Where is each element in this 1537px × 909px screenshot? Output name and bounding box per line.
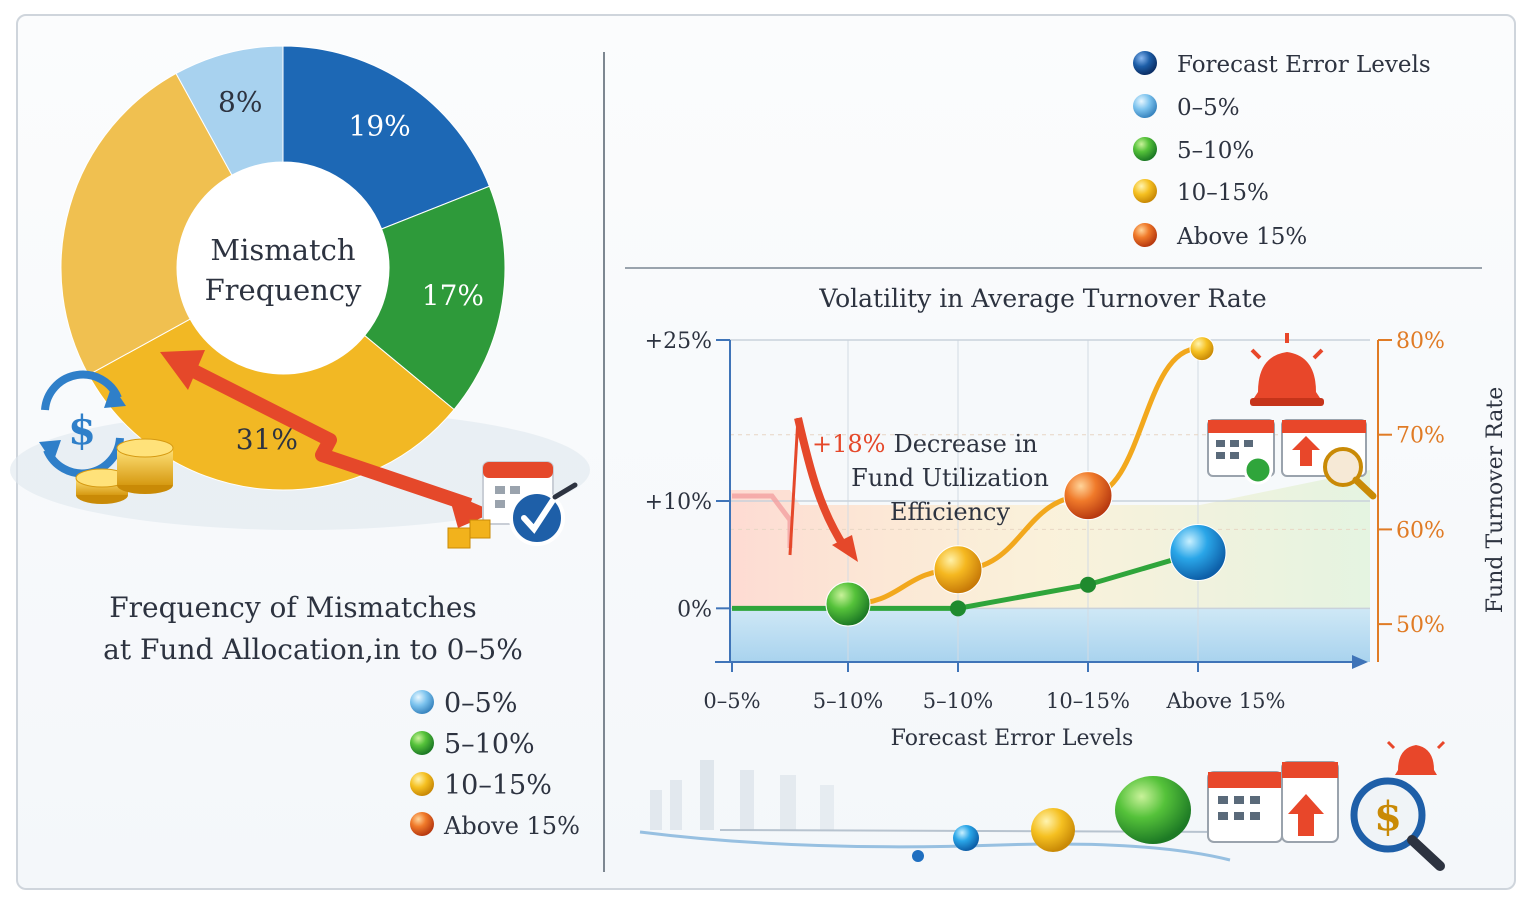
- x-tick-labels: 0–5% 5–10% 5–10% 10–15% Above 15%: [703, 662, 1285, 713]
- left-caption-line1: Frequency of Mismatches: [109, 591, 477, 624]
- turnover-line-chart: Volatility in Average Turnover Rate +25%…: [645, 284, 1508, 751]
- bottom-decoration: $: [639, 740, 1446, 871]
- left-legend-label: 0–5%: [444, 688, 518, 719]
- calendar-analytics-icon: [1207, 419, 1377, 500]
- bottom-alarm-bell-icon: [1386, 740, 1446, 775]
- x-tick-label: Above 15%: [1166, 689, 1286, 713]
- legend-dot-above-15: [1133, 223, 1157, 247]
- donut-hole: [177, 162, 389, 374]
- right-legend-item: 10–15%: [1133, 179, 1269, 206]
- coin-stack-icon: [75, 438, 174, 504]
- series-point-above-15-blue: [1169, 524, 1227, 582]
- series-point-above-15: [1189, 336, 1215, 362]
- series-point-10-15: [1063, 471, 1113, 521]
- x-axis-arrowhead: [1352, 655, 1368, 669]
- left-legend-item: 10–15%: [410, 770, 552, 801]
- donut-slice-label: 31%: [236, 423, 298, 456]
- left-legend-item: Above 15%: [410, 812, 580, 840]
- right-tick-label: 70%: [1396, 424, 1445, 449]
- left-tick-label: +25%: [645, 329, 712, 354]
- calendar-check-icon: [447, 461, 578, 549]
- x-tick-label: 5–10%: [813, 689, 884, 713]
- right-tick-labels: 80% 70% 60% 50%: [1378, 329, 1445, 638]
- left-legend-item: 0–5%: [410, 688, 518, 719]
- right-legend-label: Above 15%: [1176, 224, 1307, 250]
- left-tick-labels: +25% +10% 0%: [645, 329, 730, 622]
- annotation-line1: +18% Decrease in: [812, 430, 1038, 458]
- right-legend-label: Forecast Error Levels: [1177, 52, 1431, 78]
- donut-center-label-line1: Mismatch: [210, 233, 355, 267]
- line-series: [732, 336, 1227, 627]
- decrease-indicator: [732, 417, 858, 562]
- legend-dot-above-15: [410, 812, 434, 836]
- left-legend-label: Above 15%: [443, 812, 580, 840]
- svg-text:$: $: [68, 407, 96, 454]
- left-legend: 0–5% 5–10% 10–15% Above 15%: [410, 688, 580, 840]
- right-legend-item: 0–5%: [1133, 94, 1240, 121]
- left-legend-label: 5–10%: [444, 729, 535, 760]
- right-tick-label: 50%: [1396, 613, 1445, 638]
- left-legend-label: 10–15%: [444, 770, 552, 801]
- legend-dot-5-10: [1133, 137, 1157, 161]
- right-legend-item: Above 15%: [1133, 223, 1307, 250]
- left-panel: 19% 17% 31% 8% Mismatch Frequency $: [10, 45, 590, 840]
- legend-dot-0-5: [1133, 94, 1157, 118]
- series-point-5-10: [825, 581, 871, 627]
- series-line-orange: [847, 346, 1199, 607]
- series-point-green: [950, 600, 966, 617]
- right-legend: Forecast Error Levels 0–5% 5–10% 10–15% …: [1133, 51, 1431, 250]
- donut-center-label-line2: Frequency: [205, 273, 362, 307]
- legend-dot-0-5: [410, 690, 434, 714]
- legend-dot-5-10: [410, 731, 434, 755]
- right-legend-item: Forecast Error Levels: [1133, 51, 1431, 78]
- legend-dot-10-15: [1133, 179, 1157, 203]
- left-tick-label: +10%: [645, 490, 712, 515]
- x-tick-label: 10–15%: [1046, 689, 1130, 713]
- alarm-bell-icon: [1250, 333, 1324, 406]
- annotation-text: Decrease in: [893, 430, 1037, 458]
- annotation-highlight: +18%: [812, 430, 885, 458]
- annotation-line2: Fund Utilization: [851, 464, 1049, 492]
- svg-text:$: $: [1374, 793, 1402, 840]
- donut-slice-label: 17%: [422, 279, 484, 312]
- left-legend-item: 5–10%: [410, 729, 535, 760]
- right-legend-label: 5–10%: [1177, 138, 1254, 164]
- right-legend-item: 5–10%: [1133, 137, 1254, 164]
- mismatch-double-arrow: [160, 350, 495, 528]
- right-tick-label: 80%: [1396, 329, 1445, 354]
- series-point-green: [1080, 576, 1096, 593]
- dollar-refresh-icon: $: [39, 370, 126, 478]
- plot-blue-band: [730, 608, 1370, 662]
- donut-slice-label: 19%: [349, 110, 411, 143]
- x-axis-title: Forecast Error Levels: [891, 726, 1134, 751]
- mismatch-donut-chart: 19% 17% 31% 8%: [60, 45, 506, 491]
- right-axis-title: Fund Turnover Rate: [1483, 387, 1508, 613]
- right-legend-label: 10–15%: [1177, 180, 1269, 206]
- left-tick-label: 0%: [677, 597, 712, 622]
- x-tick-label: 0–5%: [703, 689, 760, 713]
- annotation-line3: Efficiency: [890, 498, 1010, 526]
- series-point-5-10-orange: [933, 545, 983, 595]
- dollar-magnifier-icon: $: [1350, 777, 1445, 871]
- bottom-calendar-icon: [1207, 761, 1339, 843]
- x-tick-label: 5–10%: [923, 689, 994, 713]
- right-tick-label: 60%: [1396, 518, 1445, 543]
- line-chart-title: Volatility in Average Turnover Rate: [818, 284, 1266, 313]
- donut-slice-label: 8%: [218, 85, 262, 118]
- legend-dot-forecast: [1133, 51, 1157, 75]
- legend-dot-10-15: [410, 772, 434, 796]
- left-caption-line2: at Fund Allocation,in to 0–5%: [103, 633, 523, 666]
- right-legend-label: 0–5%: [1177, 95, 1240, 121]
